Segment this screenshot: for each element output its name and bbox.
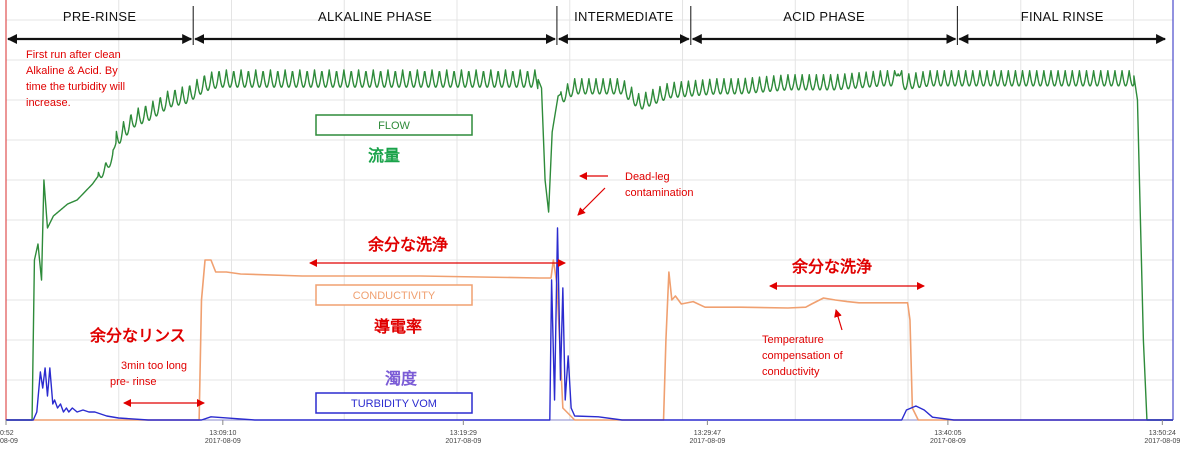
annotation-dead-leg-line-1: Dead-leg	[625, 171, 670, 183]
series-line-turbidity-vom	[6, 227, 1173, 421]
legend-conductivity-jp: 導電率	[374, 317, 422, 336]
annotation-excess-rinse: 余分なリンス	[89, 326, 186, 345]
legend-flow: FLOW 流量	[315, 114, 473, 165]
grid	[6, 0, 1173, 420]
legend-turbidity-label: TURBIDITY VOM	[351, 398, 437, 410]
legend-flow-box	[315, 114, 473, 136]
x-tick-time: 13:50:24	[1149, 430, 1176, 437]
legend-conductivity: CONDUCTIVITY 導電率	[315, 284, 473, 336]
annotation-excess-wash-acid: 余分な洗浄	[769, 257, 925, 290]
phase-label: ALKALINE PHASE	[318, 9, 432, 24]
dead-leg-arrow-2	[577, 187, 606, 216]
series-lines	[5, 69, 1174, 421]
annotation-first-run-line-1: First run after clean	[26, 49, 121, 61]
legend-turbidity: TURBIDITY VOM 濁度	[315, 369, 473, 414]
phase-label: INTERMEDIATE	[574, 9, 673, 24]
phase-label: FINAL RINSE	[1021, 9, 1104, 24]
x-tick-date: 2017-08-09	[445, 438, 481, 445]
phase-label: ACID PHASE	[783, 9, 865, 24]
annotation-temperature-line-2: compensation of	[762, 350, 844, 362]
annotation-first-run-line-4: increase.	[26, 97, 71, 109]
annotation-first-run-line-3: time the turbidity will	[26, 81, 125, 93]
phase-bar: PRE-RINSE ALKALINE PHASE INTERMEDIATE ACID …	[7, 6, 1167, 45]
legend-flow-jp: 流量	[368, 146, 400, 165]
legend-turbidity-box	[315, 392, 473, 414]
series-line-conductivity	[6, 259, 1173, 421]
annotation-pre-rinse: 3min too long pre- rinse 余分なリンス	[89, 326, 205, 407]
x-tick-date: 2017-08-09	[930, 438, 966, 445]
temperature-arrow	[834, 309, 843, 331]
x-tick-time: 13:09:10	[209, 430, 236, 437]
annotation-dead-leg: Dead-leg contamination	[577, 171, 694, 216]
annotation-excess-wash-alkaline: 余分な洗浄	[309, 235, 566, 267]
annotation-first-run: First run after clean Alkaline & Acid. B…	[26, 49, 125, 109]
legend-conductivity-label: CONDUCTIVITY	[353, 290, 436, 302]
legend-turbidity-jp: 濁度	[385, 369, 418, 388]
annotation-first-run-line-2: Alkaline & Acid. By	[26, 65, 118, 77]
annotation-pre-rinse-line-1: 3min too long	[121, 360, 187, 372]
annotation-temperature-line-3: conductivity	[762, 366, 820, 378]
annotation-excess-wash-alkaline-text: 余分な洗浄	[367, 235, 448, 254]
annotation-excess-wash-acid-text: 余分な洗浄	[791, 257, 872, 276]
annotation-temperature: Temperature compensation of conductivity	[762, 309, 844, 378]
x-tick-time: 13:19:29	[450, 430, 477, 437]
phase-label: PRE-RINSE	[63, 9, 137, 24]
x-tick-time: 0:52	[0, 430, 14, 437]
x-axis-ticks: 0:5208-0913:09:102017-08-0913:19:292017-…	[0, 420, 1180, 445]
legend-flow-label: FLOW	[378, 120, 410, 132]
x-tick-date: 08-09	[0, 438, 18, 445]
annotation-pre-rinse-line-2: pre- rinse	[110, 376, 156, 388]
x-tick-date: 2017-08-09	[689, 438, 725, 445]
series-line-flow	[5, 69, 1174, 421]
legend-conductivity-box	[315, 284, 473, 306]
x-tick-time: 13:40:05	[934, 430, 961, 437]
x-tick-date: 2017-08-09	[1144, 438, 1180, 445]
plot-frame	[5, 0, 1174, 421]
annotation-dead-leg-line-2: contamination	[625, 187, 694, 199]
x-tick-date: 2017-08-09	[205, 438, 241, 445]
annotation-temperature-line-1: Temperature	[762, 334, 824, 346]
x-tick-time: 13:29:47	[694, 430, 721, 437]
